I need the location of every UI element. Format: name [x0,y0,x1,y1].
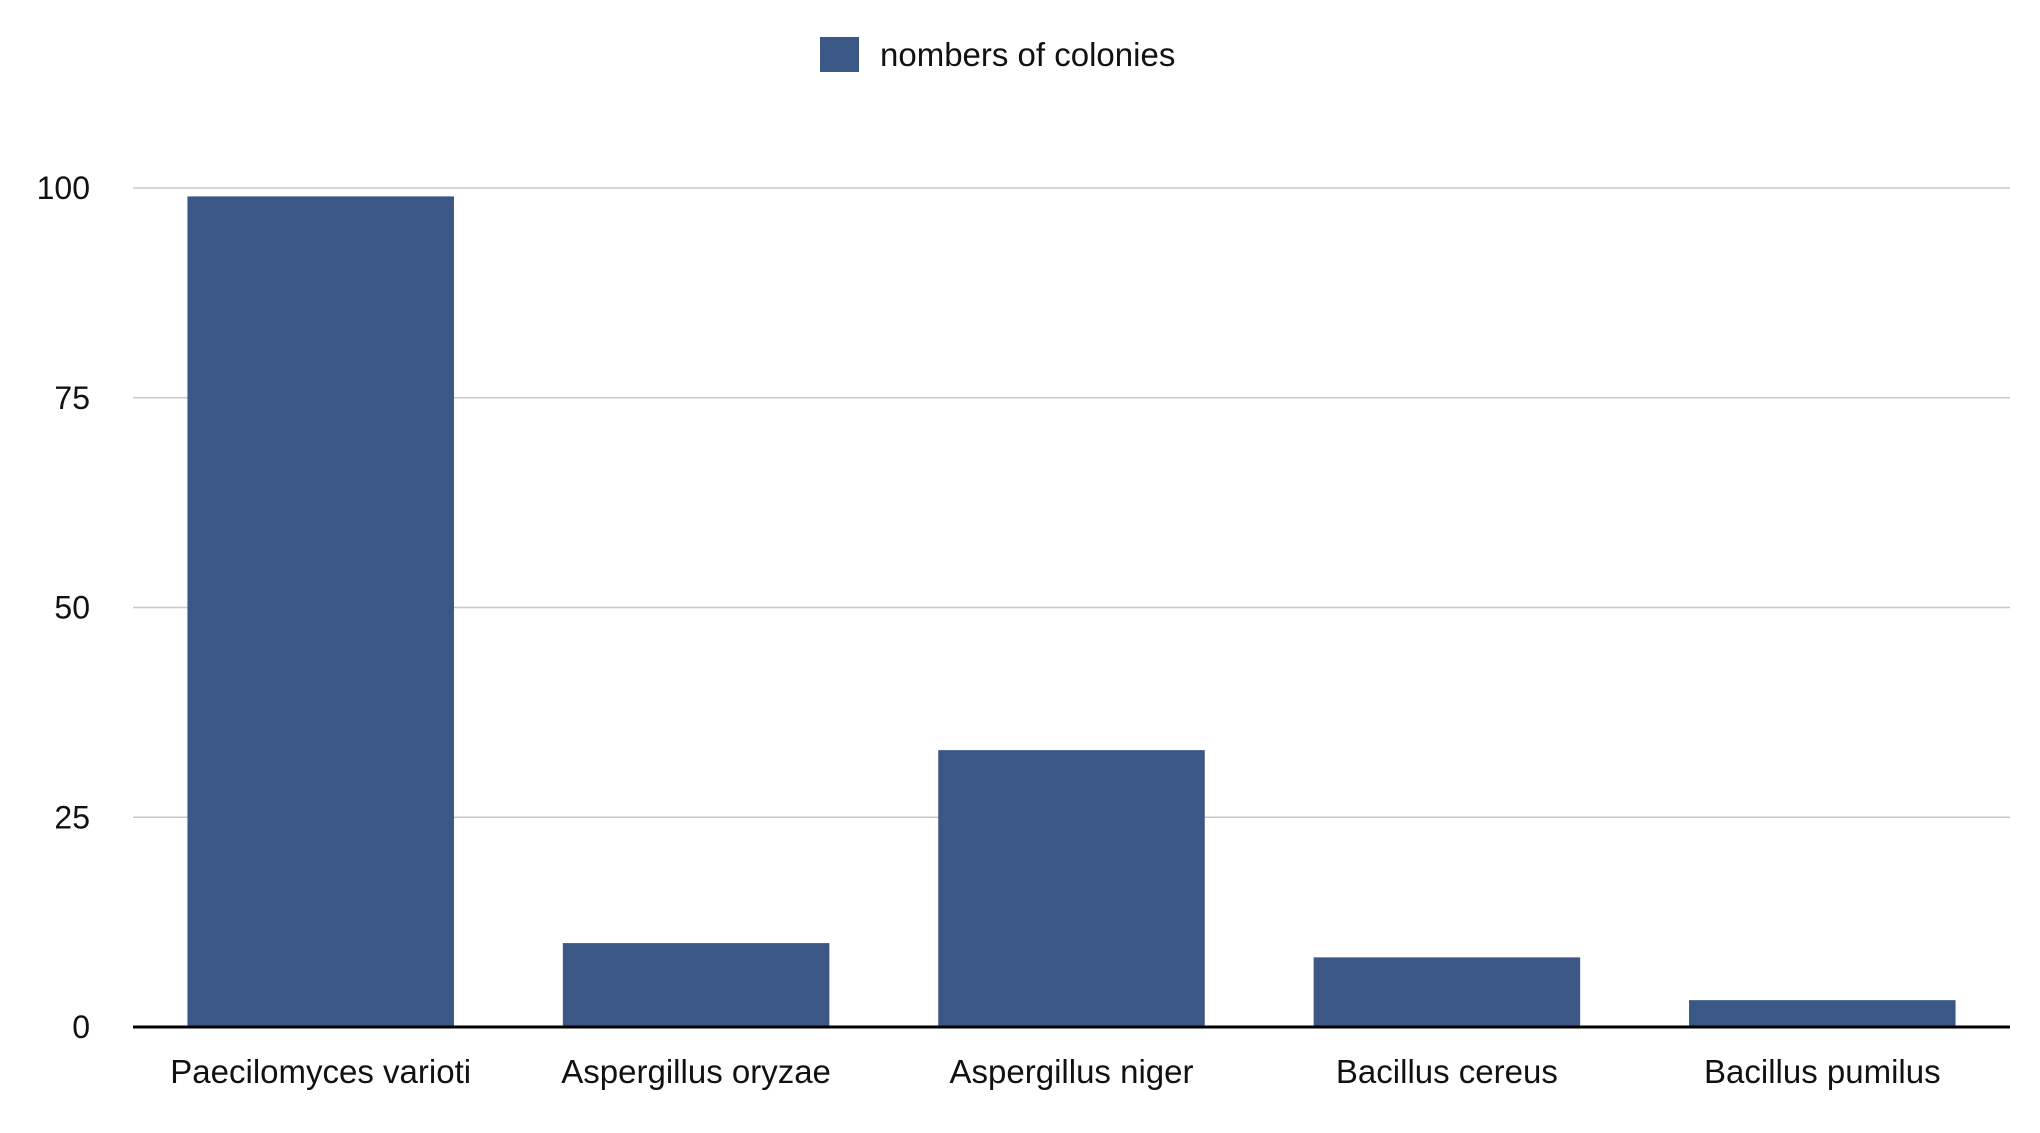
bar [562,943,830,1027]
y-tick-label: 100 [37,170,90,206]
y-tick-label: 75 [54,380,90,416]
x-category-label: Paecilomyces varioti [170,1053,471,1090]
legend-swatch [820,37,859,72]
x-category-label: Bacillus pumilus [1704,1053,1941,1090]
x-axis-category-labels: Paecilomyces varioti Aspergillus oryzae As… [170,1053,1940,1090]
y-tick-label: 0 [72,1009,90,1045]
legend-label: nombers of colonies [880,36,1175,73]
bar [1313,957,1581,1027]
y-axis-ticks: 0 25 50 75 100 [37,170,90,1045]
x-category-label: Aspergillus niger [950,1053,1194,1090]
y-tick-label: 50 [54,590,90,626]
bar [1689,1000,1956,1027]
bars [187,196,1956,1027]
bar [938,750,1205,1027]
y-tick-label: 25 [54,799,90,835]
legend: nombers of colonies [820,36,1175,73]
bar [187,196,454,1027]
x-category-label: Aspergillus oryzae [561,1053,831,1090]
x-category-label: Bacillus cereus [1336,1053,1558,1090]
